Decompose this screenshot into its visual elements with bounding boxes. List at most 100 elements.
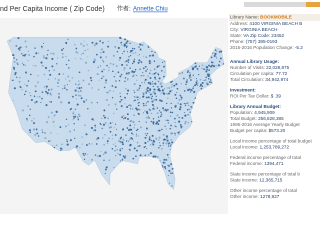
map-dot — [33, 55, 35, 58]
map-dot — [136, 128, 139, 131]
map-dot — [133, 114, 136, 117]
map-dot — [62, 88, 64, 90]
map-dot — [121, 148, 123, 150]
map-dot — [189, 111, 191, 113]
map-dot — [99, 56, 102, 59]
map-dot — [149, 93, 152, 96]
map-dot — [18, 80, 21, 83]
map-dot — [19, 46, 22, 49]
map-dot — [139, 43, 141, 45]
map-dot — [12, 79, 14, 81]
map-dot — [161, 148, 163, 150]
map-dot — [171, 172, 174, 174]
map-dot — [138, 108, 141, 111]
row-label: ROI Per Tax Dollar: — [230, 94, 269, 99]
map-dot — [112, 143, 115, 146]
author-link[interactable]: Annette Chiu — [133, 7, 168, 13]
map-dot — [108, 159, 111, 162]
map-dot — [201, 64, 204, 67]
map-dot — [119, 36, 122, 39]
map-dot — [118, 80, 121, 82]
map-dot — [111, 138, 113, 140]
map-dot — [50, 111, 53, 114]
map-dot — [83, 154, 85, 157]
map-dot — [113, 127, 115, 129]
map-dot — [76, 103, 79, 106]
map-dot — [105, 166, 108, 169]
map-dot — [51, 65, 54, 68]
map-dot — [112, 63, 115, 66]
map-dot — [90, 79, 93, 82]
map-dot — [50, 132, 52, 134]
map-dot — [161, 128, 163, 131]
map-dot — [134, 68, 137, 71]
map-dot — [164, 108, 167, 111]
map-dot — [190, 76, 192, 78]
map-dot — [106, 64, 108, 67]
map-dot — [166, 159, 168, 161]
map-dot — [103, 114, 105, 117]
map-dot — [125, 45, 128, 48]
map-dot — [125, 140, 128, 142]
map-dot — [65, 63, 68, 66]
map-dot — [170, 81, 173, 84]
map-dot — [122, 138, 125, 141]
map-dot — [59, 126, 62, 129]
row-value: BOOKMOBILE — [260, 15, 292, 20]
map-dot — [130, 108, 132, 110]
map-dot — [157, 80, 159, 83]
map-dot — [63, 87, 66, 89]
map-dot — [148, 108, 150, 110]
map-dot — [170, 102, 172, 105]
map-dot — [197, 70, 199, 72]
map-dot — [100, 150, 102, 152]
map-dot — [119, 92, 121, 95]
map-dot — [109, 130, 112, 133]
map-dot — [190, 79, 192, 81]
map-dot — [67, 101, 71, 104]
map-dot — [21, 88, 23, 91]
map-dot — [45, 57, 48, 60]
map-dot — [157, 89, 160, 91]
map-dot — [56, 133, 58, 135]
map-dot — [52, 52, 55, 55]
map-dot — [162, 61, 164, 63]
map-dot — [166, 92, 169, 95]
map-dot — [119, 141, 122, 143]
library-header — [229, 14, 320, 21]
map-dot — [131, 49, 134, 52]
map-dot — [148, 91, 151, 94]
map-dot — [136, 74, 138, 77]
map-dot — [82, 152, 85, 155]
map-dot — [150, 112, 153, 115]
map-dot — [169, 182, 171, 184]
map-dot — [125, 134, 127, 136]
map-dot — [220, 50, 223, 53]
map-dot — [160, 92, 162, 94]
map-dot — [24, 83, 26, 85]
map-dot — [27, 50, 30, 52]
map-dot — [84, 49, 86, 51]
map-dot — [146, 112, 149, 115]
map-dot — [124, 38, 127, 41]
map-dot — [124, 96, 126, 99]
map-dot — [46, 92, 49, 95]
map-dot — [159, 99, 162, 102]
map-dot — [110, 126, 113, 129]
map-dot — [20, 46, 23, 49]
map-dot — [82, 52, 84, 54]
map-dot — [133, 90, 135, 92]
map-dot — [179, 73, 181, 75]
map-dot — [163, 158, 166, 161]
map-dot — [38, 95, 41, 98]
map-dot — [185, 79, 189, 82]
map-dot — [17, 37, 20, 40]
map-dot — [52, 145, 54, 147]
row-value: 77.72 — [276, 71, 288, 76]
map-dot — [204, 79, 207, 81]
map-dot — [158, 77, 161, 80]
map-dot — [21, 109, 25, 112]
row-label: Phone: — [230, 39, 245, 44]
map-dot — [87, 69, 90, 72]
map-dot — [13, 99, 15, 102]
